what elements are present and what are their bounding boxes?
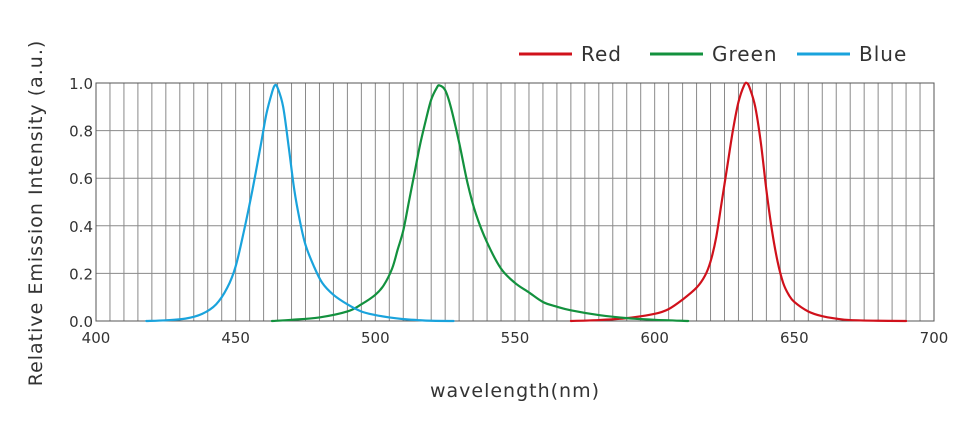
x-tick-label: 500 [361,329,390,347]
legend-label-blue: Blue [859,42,907,66]
x-tick-label: 400 [82,329,111,347]
x-tick-label: 650 [780,329,809,347]
legend: Red Green Blue [519,42,907,66]
x-tick-label: 550 [501,329,530,347]
y-axis-ticks: 0.0 0.2 0.4 0.6 0.8 1.0 [69,75,93,331]
y-tick-label: 0.2 [69,265,93,283]
series-line-red [569,81,908,323]
legend-label-green: Green [712,42,778,66]
x-tick-label: 600 [640,329,669,347]
y-axis-label: Relative Emission Intensity (a.u.) [25,40,47,387]
y-tick-label: 0.8 [69,123,93,141]
series-line-green [270,84,690,323]
series-line-blue [145,83,455,323]
x-axis-label: wavelength(nm) [430,380,600,402]
plot-frame [95,82,935,322]
series-layer [145,81,908,323]
y-tick-label: 0.0 [69,313,93,331]
y-tick-label: 0.6 [69,170,93,188]
y-tick-label: 1.0 [69,75,93,93]
x-tick-label: 700 [920,329,949,347]
grid-lines [96,83,934,321]
x-axis-ticks: 400 450 500 550 600 650 700 [82,329,949,347]
legend-label-red: Red [581,42,622,66]
x-tick-label: 450 [221,329,250,347]
y-tick-label: 0.4 [69,218,93,236]
